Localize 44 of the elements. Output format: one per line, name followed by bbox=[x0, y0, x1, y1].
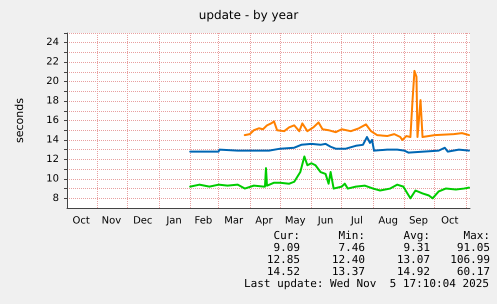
text: 12.85 bbox=[266, 253, 300, 266]
text: 7.46 bbox=[338, 241, 365, 254]
x-tick-label: Jan bbox=[165, 216, 182, 226]
text: 14.52 bbox=[266, 265, 300, 278]
x-tick-label: May bbox=[284, 216, 306, 226]
line-series bbox=[244, 70, 470, 141]
y-tick-label: 12 bbox=[46, 154, 59, 165]
text: Last update: Wed Nov 5 17:10:04 2025 bbox=[244, 277, 490, 290]
y-tick-label: 24 bbox=[46, 37, 59, 48]
x-tick-label: Sep bbox=[409, 216, 428, 226]
y-tick-label: 16 bbox=[46, 115, 59, 126]
chart-title: update - by year bbox=[198, 8, 298, 22]
text: 12.40 bbox=[332, 253, 365, 266]
x-tick-label: Jun bbox=[316, 216, 334, 226]
y-tick-label: 20 bbox=[46, 76, 59, 88]
text: 14.92 bbox=[396, 265, 430, 278]
y-tick-label: 14 bbox=[46, 134, 59, 146]
text: 13.37 bbox=[332, 265, 365, 278]
x-tick-label: Feb bbox=[194, 216, 212, 226]
x-tick-label: Mar bbox=[224, 216, 244, 226]
y-tick-label: 22 bbox=[46, 56, 59, 68]
x-tick-label: Aug bbox=[378, 216, 398, 226]
text: Avg: bbox=[404, 229, 430, 242]
x-tick-label: Nov bbox=[102, 216, 122, 226]
x-tick-label: Oct bbox=[72, 216, 90, 226]
x-tick-label: Apr bbox=[255, 216, 274, 226]
text: Cur: bbox=[274, 229, 300, 242]
y-tick-label: 8 bbox=[52, 192, 59, 204]
y-tick-label: 18 bbox=[46, 96, 59, 107]
line-series bbox=[189, 136, 470, 154]
text: Max: bbox=[464, 229, 490, 242]
text: 13.07 bbox=[396, 253, 430, 266]
line-series bbox=[189, 155, 470, 200]
text: 60.17 bbox=[456, 265, 490, 278]
text: Min: bbox=[338, 229, 365, 242]
text: 9.09 bbox=[274, 241, 300, 254]
text: 106.99 bbox=[450, 253, 490, 266]
x-tick-label: Dec bbox=[133, 216, 152, 226]
text: 9.31 bbox=[404, 241, 430, 254]
x-tick-label: Oct bbox=[441, 216, 459, 226]
text: 91.05 bbox=[456, 241, 490, 254]
y-tick-label: 10 bbox=[46, 173, 59, 184]
x-tick-label: Jul bbox=[350, 216, 363, 226]
y-axis-title: seconds bbox=[13, 98, 26, 143]
